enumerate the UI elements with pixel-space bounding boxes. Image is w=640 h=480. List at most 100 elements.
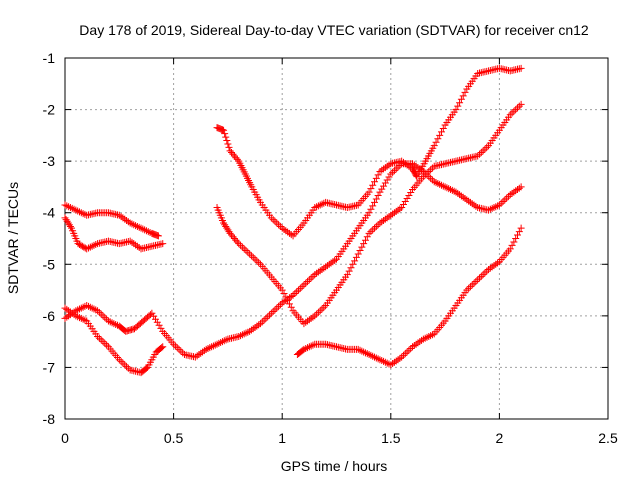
data-point [419,335,427,343]
data-point [369,226,377,234]
data-point [247,252,255,260]
data-point [75,208,83,216]
data-point [110,320,118,328]
data-point [465,197,473,205]
data-point [313,310,321,318]
data-point [213,340,221,348]
data-point [132,222,140,230]
data-point [130,240,138,248]
data-point [77,304,85,312]
data-point [517,100,525,108]
data-point [94,332,102,340]
data-point [401,198,409,206]
data-point [369,202,377,210]
data-point [349,260,357,268]
data-point [170,340,178,348]
data-point [158,344,166,352]
data-point [381,164,389,172]
data-point [475,274,483,282]
data-point [242,247,250,255]
data-point [430,178,438,186]
y-tick-label: -4 [43,205,56,221]
data-point [280,290,288,298]
data-point [443,184,451,192]
data-point [407,189,415,197]
data-point [191,353,199,361]
data-point [218,338,226,346]
data-point [193,352,201,360]
data-point [485,206,493,214]
data-point [515,228,523,236]
x-tick-label: 0.5 [164,430,184,446]
data-point [466,198,474,206]
data-point [374,192,382,200]
data-point [92,241,100,249]
data-point [141,226,149,234]
data-point [200,347,208,355]
data-point [450,187,458,195]
data-point [269,308,277,316]
data-point [363,350,371,358]
data-point [246,327,254,335]
data-point [385,173,393,181]
data-point [260,316,268,324]
data-point [278,224,286,232]
data-point [77,209,85,217]
data-point [425,332,433,340]
data-point [477,272,485,280]
data-point [79,303,87,311]
data-point [430,142,438,150]
data-point [65,203,73,211]
data-point [275,302,283,310]
data-point [123,216,131,224]
data-point [276,222,284,230]
data-point [486,205,494,213]
data-point [255,259,263,267]
data-point [264,313,272,321]
tick-marks [64,57,609,420]
data-point [439,182,447,190]
data-point [224,140,232,148]
x-tick-label: 1.5 [381,430,401,446]
data-point [139,225,147,233]
data-point [378,166,386,174]
data-point [447,186,455,194]
data-point [226,147,234,155]
data-point [154,232,162,240]
data-point [251,255,259,263]
data-point [490,262,498,270]
data-point [508,241,516,249]
data-point [97,336,105,344]
data-point [223,137,231,145]
data-point [112,320,120,328]
data-point [202,345,210,353]
data-point [398,353,406,361]
data-point [287,231,295,239]
data-point [220,337,228,345]
data-point [75,241,83,249]
data-point [369,181,377,189]
data-point [360,240,368,248]
data-point [175,345,183,353]
data-point [304,277,312,285]
data-point [221,130,229,138]
y-tick-label: -1 [43,50,56,66]
data-point [463,286,471,294]
data-point [392,165,400,173]
data-point [300,281,308,289]
x-tick-label: 2 [496,430,504,446]
data-point [86,303,94,311]
data-point [510,107,518,115]
data-point [412,162,420,170]
data-point [133,242,141,250]
data-point [374,221,382,229]
data-point [293,288,301,296]
data-point [425,167,433,175]
x-tick-label: 1 [278,430,286,446]
data-point [318,305,326,313]
data-point [322,263,330,271]
data-point [94,307,102,315]
data-point [472,202,480,210]
y-axis-label: SDTVAR / TECUs [5,182,21,294]
data-point [307,314,315,322]
